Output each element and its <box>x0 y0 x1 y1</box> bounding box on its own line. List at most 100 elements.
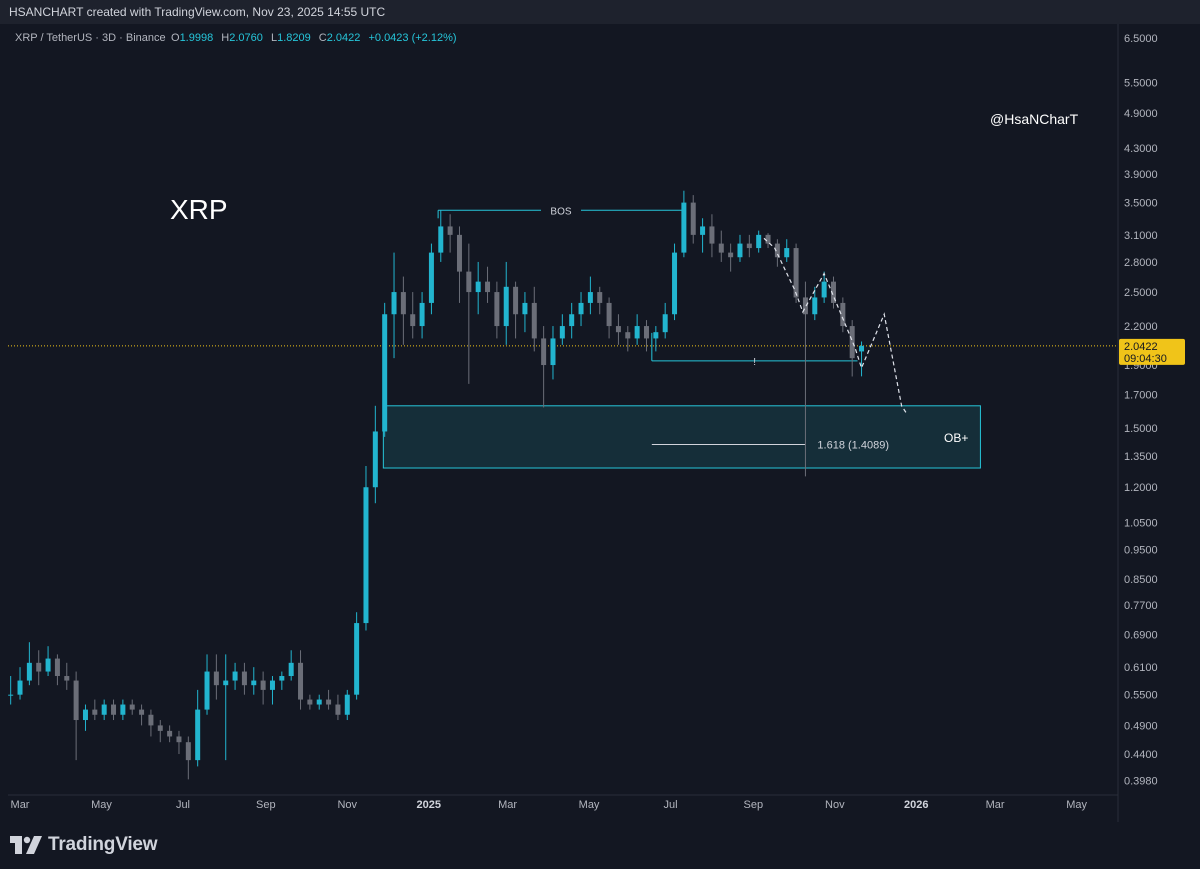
price-tick-label: 4.3000 <box>1124 143 1158 155</box>
candle-body <box>456 234 462 272</box>
candle <box>298 650 304 710</box>
candle <box>400 276 406 345</box>
candle <box>288 650 294 681</box>
candle-body <box>120 704 126 715</box>
candle-body <box>167 730 173 737</box>
candle-body <box>139 709 145 715</box>
projected-path <box>763 237 908 415</box>
last-price-value: 2.0422 <box>1124 341 1158 353</box>
time-tick-label: Jul <box>176 799 190 811</box>
time-tick-label: Jul <box>663 799 677 811</box>
candle-body <box>92 709 98 715</box>
candle <box>45 646 51 677</box>
candle <box>615 314 621 345</box>
candle-body <box>746 243 752 249</box>
legend-o-label: O <box>171 32 180 44</box>
candle-body <box>148 714 154 726</box>
candle <box>513 281 519 339</box>
legend-low: 1.8209 <box>277 32 311 44</box>
candle-body <box>793 248 799 298</box>
price-tick-label: 2.5000 <box>1124 287 1158 299</box>
candle <box>363 465 369 631</box>
candle-body <box>251 680 257 686</box>
candle-body <box>428 252 434 303</box>
time-tick-label: Mar <box>498 799 517 811</box>
candle-body <box>550 338 556 366</box>
time-axis[interactable]: Mar May Jul Sep Nov 2025 Mar May Jul Sep Nov 2026 Ma… <box>11 799 1088 811</box>
candle <box>167 725 173 743</box>
candle-body <box>672 252 678 315</box>
candle-body <box>737 243 743 258</box>
candle <box>746 234 752 258</box>
candle-body <box>185 742 191 761</box>
candle-body <box>634 326 640 339</box>
candle-body <box>64 676 70 681</box>
legend-symbol: XRP / TetherUS · 3D · Binance <box>15 32 166 44</box>
price-tick-label: 0.3980 <box>1124 776 1158 788</box>
candle <box>120 699 126 721</box>
candle <box>36 650 42 686</box>
time-tick-label: Mar <box>11 799 30 811</box>
candle <box>475 261 481 315</box>
candle-body <box>17 680 23 695</box>
candle <box>756 230 762 253</box>
candle-body <box>559 326 565 339</box>
candle-body <box>802 297 808 315</box>
candle-body <box>129 704 135 710</box>
candle <box>456 226 462 303</box>
candle <box>26 642 32 686</box>
price-tick-label: 1.3500 <box>1124 451 1158 463</box>
candle-body <box>157 725 163 731</box>
tradingview-logo-text: TradingView <box>48 834 158 855</box>
candle <box>64 662 70 690</box>
legend-open: 1.9998 <box>180 32 214 44</box>
tradingview-logo[interactable]: TradingView <box>10 834 158 856</box>
time-tick-label: 2026 <box>904 799 928 811</box>
price-tick-label: 2.8000 <box>1124 257 1158 269</box>
candle-body <box>522 302 528 315</box>
price-chart[interactable]: XRP / TetherUS · 3D · Binance O1.9998 H2… <box>0 24 1200 822</box>
candle-body <box>363 487 369 624</box>
candle <box>774 239 780 267</box>
candle <box>531 286 537 352</box>
candle-body <box>73 680 79 721</box>
candle-body <box>578 302 584 315</box>
candle <box>82 704 88 731</box>
price-tick-label: 0.6100 <box>1124 662 1158 674</box>
candle-body <box>718 243 724 253</box>
candle-body <box>643 326 649 339</box>
candle <box>849 320 855 377</box>
candle <box>643 320 649 352</box>
candle <box>812 286 818 321</box>
price-tick-label: 1.2000 <box>1124 482 1158 494</box>
candle <box>54 654 60 686</box>
candle <box>681 190 687 258</box>
candle-body <box>597 292 603 303</box>
watermark-handle: @HsaNCharT <box>990 111 1079 127</box>
candle-body <box>615 326 621 333</box>
candle <box>859 341 865 377</box>
candle <box>335 694 341 721</box>
candle <box>559 314 565 345</box>
candle-body <box>681 202 687 253</box>
chart-background <box>0 24 1200 822</box>
candle <box>802 281 808 477</box>
price-tick-label: 1.5000 <box>1124 423 1158 435</box>
candle <box>391 252 397 359</box>
candle-body <box>288 662 294 677</box>
candle <box>447 214 453 253</box>
candle <box>8 676 14 705</box>
candle-body <box>269 680 275 690</box>
candle-body <box>391 292 397 315</box>
time-tick-label: Nov <box>825 799 845 811</box>
legend-change: +0.0423 (+2.12%) <box>368 32 456 44</box>
time-tick-label: Nov <box>337 799 357 811</box>
tradingview-logo-icon <box>10 836 42 854</box>
candle-body <box>728 252 734 258</box>
candle <box>111 699 117 721</box>
candle <box>634 314 640 345</box>
candle <box>494 281 500 339</box>
